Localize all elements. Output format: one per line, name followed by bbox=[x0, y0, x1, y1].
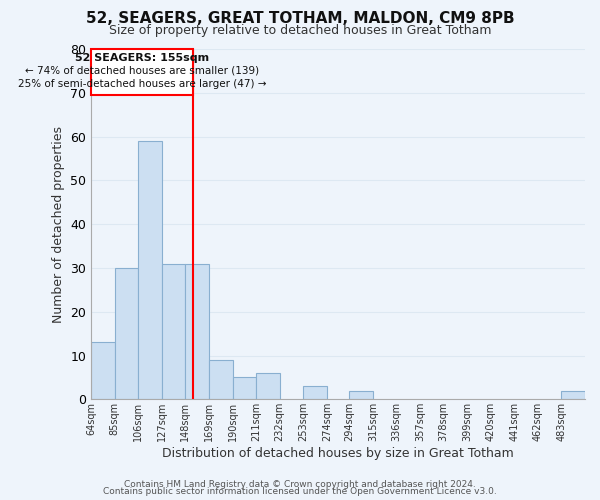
Bar bbox=[91, 342, 115, 400]
Y-axis label: Number of detached properties: Number of detached properties bbox=[52, 126, 65, 322]
Bar bbox=[256, 373, 280, 400]
Text: 25% of semi-detached houses are larger (47) →: 25% of semi-detached houses are larger (… bbox=[18, 79, 266, 89]
Text: Contains HM Land Registry data © Crown copyright and database right 2024.: Contains HM Land Registry data © Crown c… bbox=[124, 480, 476, 489]
Text: 52, SEAGERS, GREAT TOTHAM, MALDON, CM9 8PB: 52, SEAGERS, GREAT TOTHAM, MALDON, CM9 8… bbox=[86, 11, 514, 26]
Text: 52 SEAGERS: 155sqm: 52 SEAGERS: 155sqm bbox=[75, 54, 209, 64]
Bar bbox=[562, 390, 585, 400]
Bar bbox=[349, 390, 373, 400]
Bar bbox=[209, 360, 233, 400]
FancyBboxPatch shape bbox=[91, 49, 193, 95]
Bar bbox=[139, 141, 162, 400]
Text: Contains public sector information licensed under the Open Government Licence v3: Contains public sector information licen… bbox=[103, 487, 497, 496]
Bar bbox=[162, 264, 185, 400]
Bar bbox=[303, 386, 327, 400]
Text: ← 74% of detached houses are smaller (139): ← 74% of detached houses are smaller (13… bbox=[25, 66, 259, 76]
Text: Size of property relative to detached houses in Great Totham: Size of property relative to detached ho… bbox=[109, 24, 491, 37]
X-axis label: Distribution of detached houses by size in Great Totham: Distribution of detached houses by size … bbox=[162, 447, 514, 460]
Bar bbox=[185, 264, 209, 400]
Bar bbox=[115, 268, 139, 400]
Bar bbox=[233, 378, 256, 400]
